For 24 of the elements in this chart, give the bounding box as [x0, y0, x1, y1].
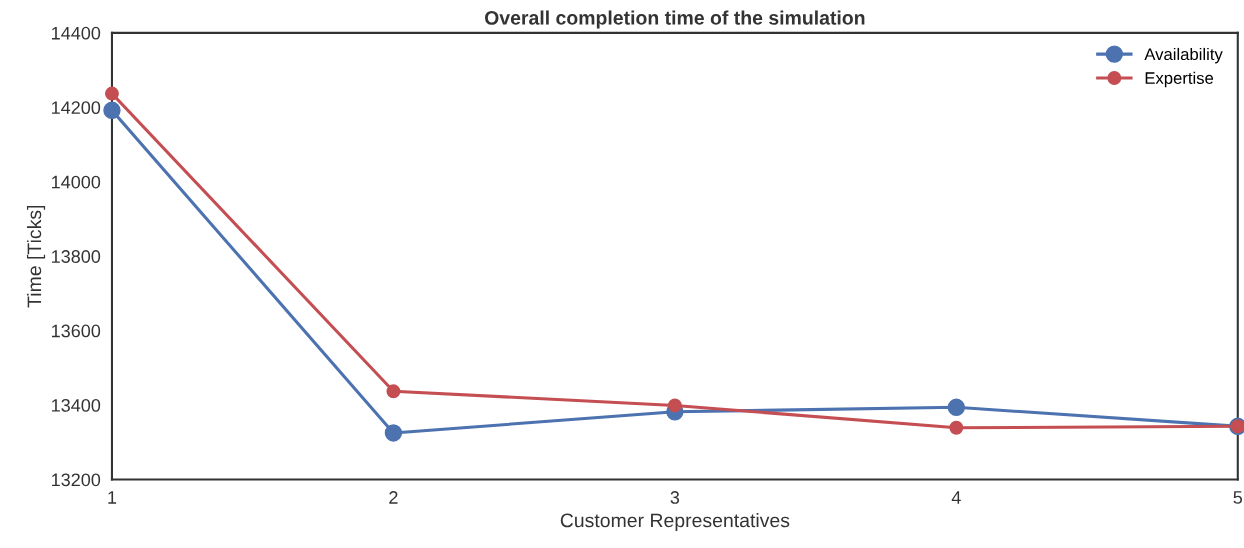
y-tick-label: 13600 — [52, 324, 101, 338]
x-tick-label: 3 — [670, 491, 680, 504]
point — [949, 420, 964, 435]
y-tick-label: 13800 — [52, 250, 101, 263]
point — [384, 424, 403, 442]
y-tick-label: 14400 — [52, 26, 101, 40]
legend-label: Expertise — [1145, 71, 1214, 88]
x-axis-title: Customer Representatives — [560, 513, 790, 532]
chart-title: Overall completion time of the simulation — [484, 10, 865, 29]
x-tick-label: 2 — [389, 491, 398, 504]
point — [947, 398, 966, 416]
y-tick-label: 13400 — [52, 399, 101, 412]
y-axis-title: Time [Ticks] — [26, 205, 46, 308]
y-tick-label: 14000 — [52, 175, 101, 189]
x-tick-label: 4 — [951, 491, 961, 504]
x-tick-label: 1 — [108, 491, 117, 504]
point — [667, 398, 682, 413]
y-tick-label: 13200 — [52, 473, 101, 487]
point — [105, 86, 119, 101]
point — [386, 384, 401, 399]
x-tick-label: 5 — [1233, 491, 1243, 504]
legend-label: Availability — [1144, 47, 1223, 64]
y-tick-label: 14200 — [52, 101, 101, 115]
point — [103, 101, 121, 119]
